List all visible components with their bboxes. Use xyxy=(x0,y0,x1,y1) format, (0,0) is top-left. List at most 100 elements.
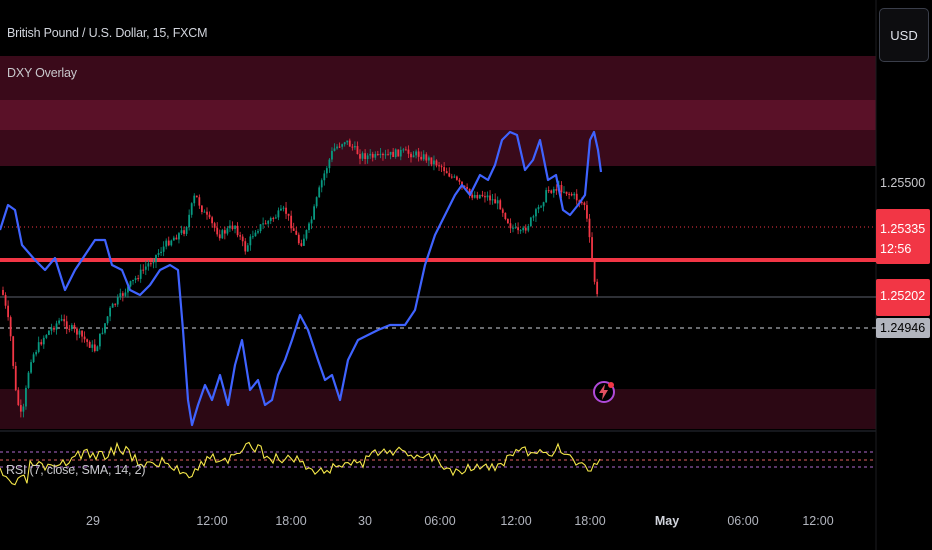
candle-body xyxy=(262,223,264,225)
candle-body xyxy=(392,151,395,158)
candle-body xyxy=(76,328,78,335)
candle-body xyxy=(420,156,423,160)
rsi-indicator-label[interactable]: RSI (7, close, SMA, 14, 2) xyxy=(6,463,146,477)
candle-body xyxy=(473,195,476,198)
candle-body xyxy=(244,241,247,252)
candle-body xyxy=(346,140,349,143)
candle-body xyxy=(142,269,145,271)
candle-body xyxy=(63,319,66,322)
candle-body xyxy=(486,195,489,198)
candle-body xyxy=(405,149,407,151)
candle-body xyxy=(241,236,244,242)
candle-body xyxy=(354,146,356,148)
candle-body xyxy=(40,342,43,345)
candle-body xyxy=(410,153,412,158)
dxy-overlay-line xyxy=(0,130,603,427)
candle-body xyxy=(323,173,326,181)
candle-body xyxy=(157,253,160,255)
candle-body xyxy=(236,225,239,236)
candle-body xyxy=(116,297,119,305)
rsi-line xyxy=(0,441,601,486)
candle-body xyxy=(93,344,96,352)
price-level-1: 1.25500 xyxy=(880,176,926,190)
candle-body xyxy=(208,214,211,218)
candle-body xyxy=(514,227,517,229)
candle-body xyxy=(99,333,101,347)
candle-body xyxy=(252,236,254,238)
candle-body xyxy=(303,238,305,246)
candle-body xyxy=(438,165,440,167)
candle-body xyxy=(267,220,270,224)
candle-body xyxy=(162,246,165,252)
candle-body xyxy=(139,269,142,279)
dxy-overlay-label[interactable]: DXY Overlay xyxy=(7,66,77,80)
candle-body xyxy=(427,157,430,161)
candle-body xyxy=(53,327,55,330)
candle-body xyxy=(586,205,588,219)
candle-body xyxy=(195,195,198,198)
red-line-price-tag: 1.25202 xyxy=(876,279,930,316)
candle-body xyxy=(547,190,550,192)
lightning-event-icon[interactable] xyxy=(592,380,616,404)
candle-body xyxy=(458,179,461,182)
candle-body xyxy=(374,154,377,158)
candle-body xyxy=(389,151,392,155)
candle-body xyxy=(183,230,185,234)
candle-body xyxy=(501,209,504,213)
candle-body xyxy=(37,342,40,352)
candle-body xyxy=(399,149,402,157)
candle-body xyxy=(287,213,290,216)
time-label: 18:00 xyxy=(574,514,606,528)
candle-body xyxy=(106,316,109,324)
candle-body xyxy=(290,215,293,229)
candle-body xyxy=(369,153,372,156)
candle-body xyxy=(463,185,466,187)
candle-body xyxy=(430,157,433,165)
candle-body xyxy=(81,330,83,337)
candle-body xyxy=(540,206,542,208)
candle-body xyxy=(519,230,522,232)
candle-body xyxy=(565,191,568,194)
candle-body xyxy=(348,140,351,147)
candle-body xyxy=(371,153,374,158)
candle-body xyxy=(193,195,196,204)
candle-body xyxy=(167,240,170,246)
candle-body xyxy=(60,319,63,321)
candle-body xyxy=(231,225,234,229)
candle-body xyxy=(50,327,53,331)
candle-body xyxy=(325,168,328,174)
candle-body xyxy=(573,193,576,196)
candle-body xyxy=(341,144,344,147)
candle-body xyxy=(178,233,180,240)
candle-body xyxy=(91,344,94,348)
candle-body xyxy=(522,227,525,231)
candle-body xyxy=(127,286,129,293)
candle-body xyxy=(529,217,532,227)
candle-body xyxy=(532,216,535,218)
candle-body xyxy=(124,292,127,296)
currency-button[interactable]: USD xyxy=(879,8,929,62)
candle-body xyxy=(338,146,341,148)
candle-body xyxy=(524,227,527,231)
candle-body xyxy=(155,254,157,263)
candle-body xyxy=(364,153,366,160)
candle-body xyxy=(269,217,272,221)
time-label: 12:00 xyxy=(500,514,532,528)
candle-body xyxy=(512,227,514,229)
candle-body xyxy=(111,303,114,308)
candle-body xyxy=(114,303,117,305)
candle-body xyxy=(22,406,25,412)
candle-body xyxy=(535,209,537,217)
candle-body xyxy=(560,184,563,193)
candle-body xyxy=(466,186,468,189)
candle-body xyxy=(96,346,99,352)
candle-body xyxy=(407,149,410,154)
symbol-title[interactable]: British Pound / U.S. Dollar, 15, FXCM xyxy=(7,26,208,40)
candle-body xyxy=(229,225,231,229)
candle-body xyxy=(384,154,387,156)
candle-body xyxy=(119,293,122,298)
support-zone xyxy=(0,389,876,429)
candle-body xyxy=(32,354,35,363)
candle-body xyxy=(226,228,229,234)
